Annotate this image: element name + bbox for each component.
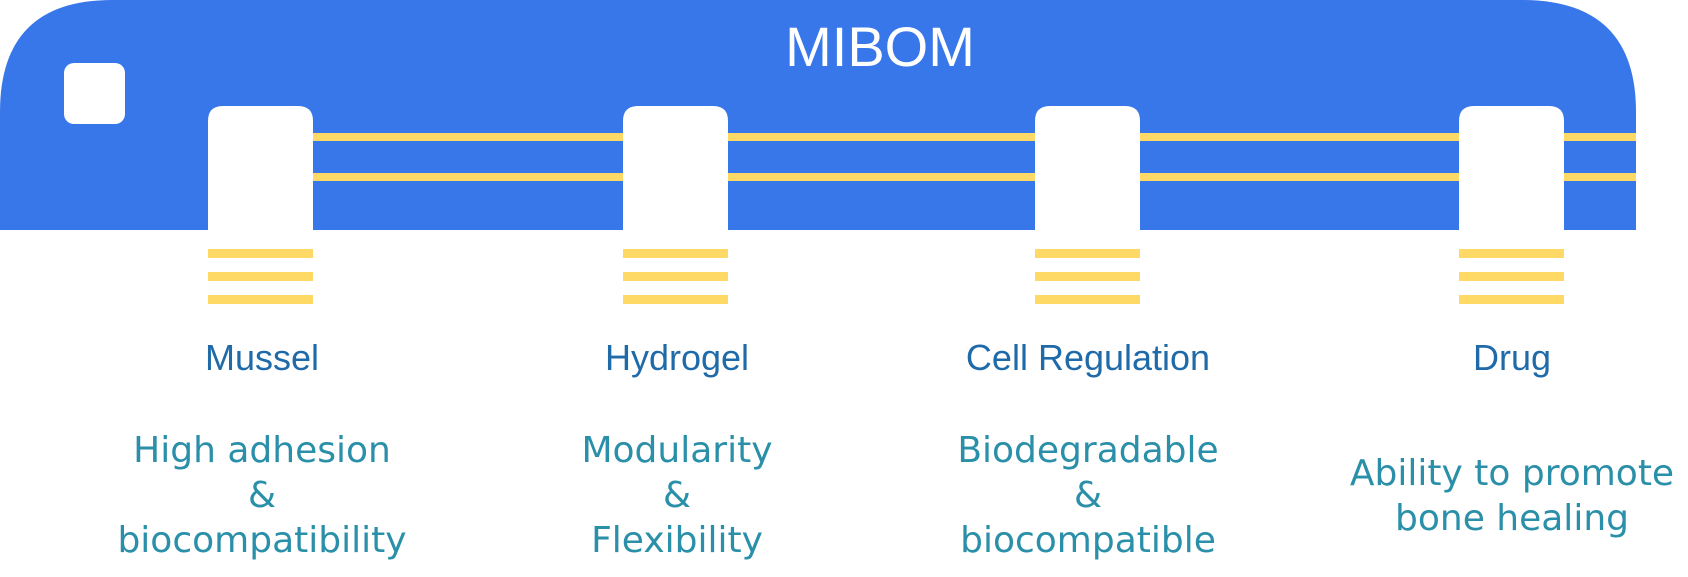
connector-stripe [208,249,313,258]
module-description: Biodegradable & biocompatible [957,430,1219,561]
module-description: Modularity & Flexibility [581,430,773,561]
connector-stripe [623,272,728,281]
connector-mussel [208,106,313,304]
connector-stripe [1459,295,1564,304]
connector-body [208,106,313,230]
module-description: High adhesion & biocompatibility [117,430,407,561]
connector-hydrogel [623,106,728,304]
connector-stripe [1035,272,1140,281]
module-drug: Drug Ability to promote bone healing [1302,336,1688,539]
connector-body [1035,106,1140,230]
module-title: Mussel [204,337,320,378]
connector-stripe [623,249,728,258]
module-title: Drug [1472,337,1552,378]
connector-cell-regulation [1035,106,1140,304]
module-hydrogel: Hydrogel Modularity & Flexibility [467,336,887,561]
banner-shape [0,0,1636,230]
connector-stripe [1035,295,1140,304]
diagram-title: MIBOM [785,15,975,78]
module-cell-regulation: Cell Regulation Biodegradable & biocompa… [878,336,1298,561]
module-title: Cell Regulation [965,337,1211,378]
connector-stripe [208,295,313,304]
connector-body [623,106,728,230]
module-mussel: Mussel High adhesion & biocompatibility [52,336,472,561]
connector-drug [1459,106,1564,304]
corner-square [64,63,125,124]
connector-stripe [1459,249,1564,258]
rail-bottom [311,173,1636,181]
connector-stripe [623,295,728,304]
rail-top [311,133,1636,141]
connector-stripe [1459,272,1564,281]
connector-stripe [208,272,313,281]
connector-body [1459,106,1564,230]
connector-stripe [1035,249,1140,258]
module-title: Hydrogel [604,337,750,378]
module-description: Ability to promote bone healing [1349,453,1675,539]
